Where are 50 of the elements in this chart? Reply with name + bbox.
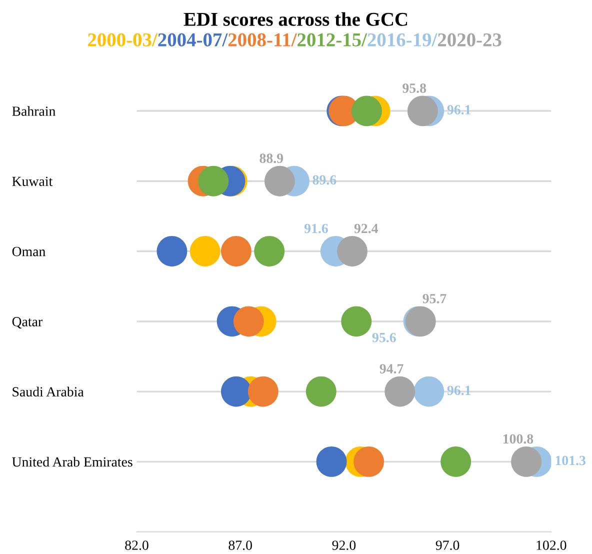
text: 2000-03/ (88, 33, 158, 46)
point (254, 236, 285, 266)
data-label: 89.6 (312, 175, 336, 185)
point (156, 236, 188, 266)
data-label: 94.7 (380, 364, 404, 374)
point (233, 306, 264, 337)
text: 2008-11/ (228, 33, 297, 46)
x-tick-label: 92.0 (332, 540, 356, 550)
text: 2012-15/ (298, 33, 368, 46)
x-tick-label: 102.0 (536, 540, 566, 550)
data-label: 91.6 (304, 224, 328, 234)
point (248, 376, 278, 407)
point (190, 236, 220, 266)
y-tick-label: Kuwait (12, 176, 53, 186)
point (198, 166, 229, 196)
x-tick-label: 87.0 (228, 540, 252, 550)
data-label: 92.4 (354, 224, 378, 234)
y-tick-label: Bahrain (12, 106, 56, 116)
point (220, 376, 252, 407)
point (511, 446, 542, 477)
y-tick-label: Qatar (12, 317, 42, 328)
text: 2004-07/ (158, 33, 228, 46)
data-label: 95.8 (402, 84, 426, 93)
point (414, 376, 444, 407)
text: 2016-19/ (368, 33, 438, 46)
data-label: 96.1 (447, 105, 471, 115)
y-tick-label: Saudi Arabia (12, 386, 84, 397)
y-tick-label: United Arab Emirates (12, 456, 132, 467)
point (337, 236, 368, 266)
y-tick-label: Oman (12, 246, 46, 256)
point (341, 306, 372, 337)
data-label: 100.8 (503, 434, 534, 444)
point (352, 96, 382, 126)
point (440, 446, 472, 477)
point (264, 166, 295, 196)
data-label: 88.9 (260, 154, 284, 164)
data-label: 101.3 (556, 456, 586, 466)
data-label: 95.6 (372, 332, 396, 342)
point (316, 446, 347, 477)
point (354, 446, 384, 477)
point (384, 376, 416, 407)
point (306, 376, 336, 407)
data-label: 96.1 (447, 386, 471, 396)
point (407, 96, 438, 126)
chart-title: EDI scores across the GCC (184, 12, 408, 26)
x-tick-label: 82.0 (125, 540, 148, 550)
x-tick-label: 97.0 (436, 540, 460, 550)
data-label: 95.7 (422, 294, 446, 304)
point (220, 236, 252, 266)
text: 2020-23 (438, 33, 502, 46)
